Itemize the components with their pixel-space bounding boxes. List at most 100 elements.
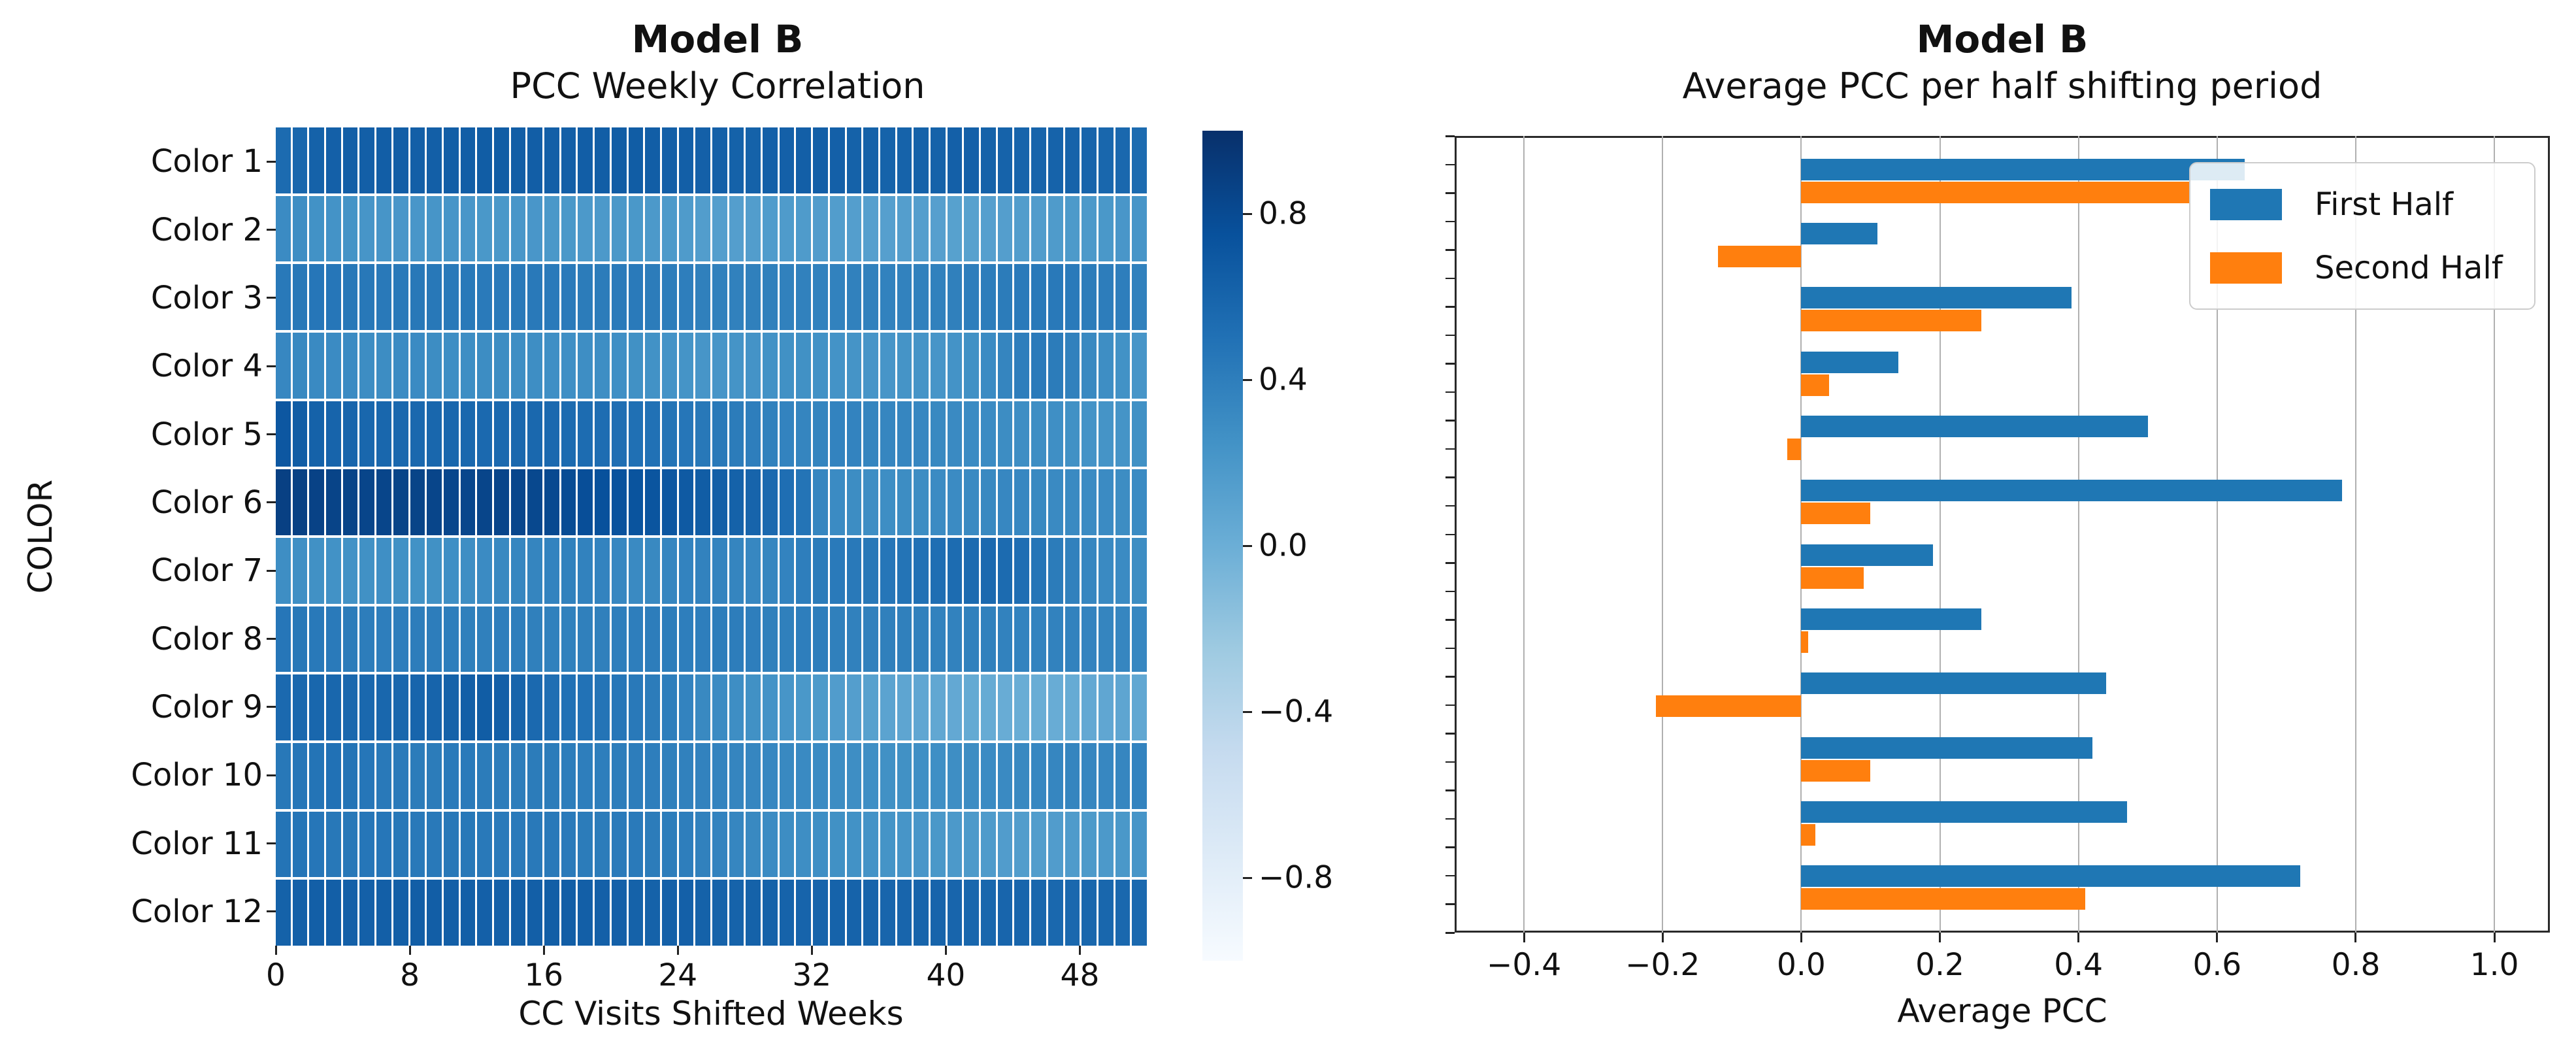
heatmap-cell-r12-w11 <box>460 880 476 946</box>
colorbar-tick-2 <box>1243 544 1252 547</box>
heatmap-cell-r4-w4 <box>342 332 358 399</box>
heatmap-cell-r4-w40 <box>947 332 963 399</box>
heatmap-cell-r1-w24 <box>678 127 694 193</box>
heatmap-cell-r2-w51 <box>1132 195 1147 262</box>
heatmap-cell-r8-w6 <box>376 606 391 672</box>
heatmap-cell-r9-w9 <box>427 674 442 740</box>
heatmap-cell-r7-w45 <box>1031 537 1046 604</box>
bar-first-half-10 <box>1801 737 2092 759</box>
heatmap-cell-r11-w28 <box>746 811 761 878</box>
heatmap-cell-r3-w4 <box>342 264 358 330</box>
heatmap-cell-r12-w24 <box>678 880 694 946</box>
heatmap-cell-r9-w12 <box>477 674 492 740</box>
heatmap-cell-r11-w12 <box>477 811 492 878</box>
heatmap-cell-r2-w28 <box>746 195 761 262</box>
heatmap-ytick-3 <box>267 297 276 299</box>
heatmap-xtick-8 <box>408 946 411 955</box>
heatmap-xtick-40 <box>944 946 947 955</box>
heatmap-cell-r1-w40 <box>947 127 963 193</box>
heatmap-cell-r11-w20 <box>611 811 627 878</box>
bar-first-half-1 <box>1801 158 2245 180</box>
heatmap-cell-r6-w31 <box>796 469 812 535</box>
heatmap-cell-r3-w24 <box>678 264 694 330</box>
heatmap-cell-r9-w41 <box>964 674 980 740</box>
heatmap-cell-r12-w8 <box>410 880 425 946</box>
heatmap-cell-r11-w51 <box>1132 811 1147 878</box>
heatmap-ytick-11 <box>267 842 276 844</box>
heatmap-cell-r10-w14 <box>510 742 526 809</box>
heatmap-cell-r3-w45 <box>1031 264 1046 330</box>
heatmap-cell-r7-w9 <box>427 537 442 604</box>
heatmap-cell-r5-w27 <box>729 401 744 467</box>
heatmap-cell-r5-w24 <box>678 401 694 467</box>
heatmap-cell-r3-w46 <box>1048 264 1063 330</box>
heatmap-cell-r8-w11 <box>460 606 476 672</box>
heatmap-cell-r2-w39 <box>931 195 946 262</box>
heatmap-cell-r7-w24 <box>678 537 694 604</box>
heatmap-cell-r8-w27 <box>729 606 744 672</box>
bar-second-half-10 <box>1801 759 1871 782</box>
heatmap-cell-r6-w8 <box>410 469 425 535</box>
heatmap-cell-r11-w31 <box>796 811 812 878</box>
heatmap-cell-r9-w46 <box>1048 674 1063 740</box>
heatmap-cell-r10-w16 <box>544 742 559 809</box>
heatmap-cell-r12-w29 <box>763 880 778 946</box>
heatmap-cell-r5-w39 <box>931 401 946 467</box>
heatmap-cell-r6-w27 <box>729 469 744 535</box>
heatmap-cell-r5-w31 <box>796 401 812 467</box>
barplot-ytick-26 <box>1445 874 1455 877</box>
heatmap-cell-r6-w7 <box>393 469 408 535</box>
heatmap-cell-r8-w46 <box>1048 606 1063 672</box>
heatmap-cell-r6-w19 <box>595 469 610 535</box>
heatmap-cell-r7-w51 <box>1132 537 1147 604</box>
heatmap-cell-r4-w21 <box>628 332 644 399</box>
heatmap-cell-r12-w34 <box>846 880 862 946</box>
heatmap-cell-r5-w6 <box>376 401 391 467</box>
heatmap-cell-r4-w1 <box>292 332 308 399</box>
heatmap-cell-r6-w24 <box>678 469 694 535</box>
heatmap-cell-r11-w29 <box>763 811 778 878</box>
heatmap-cell-r3-w43 <box>997 264 1013 330</box>
heatmap-cell-r10-w1 <box>292 742 308 809</box>
heatmap-cell-r10-w35 <box>863 742 878 809</box>
heatmap-cell-r7-w39 <box>931 537 946 604</box>
heatmap-cell-r9-w28 <box>746 674 761 740</box>
heatmap-cell-r3-w44 <box>1014 264 1030 330</box>
heatmap-cell-r9-w26 <box>712 674 727 740</box>
heatmap-cell-r1-w29 <box>763 127 778 193</box>
heatmap-cell-r12-w43 <box>997 880 1013 946</box>
heatmap-cell-r12-w45 <box>1031 880 1046 946</box>
heatmap-ytick-9 <box>267 706 276 708</box>
heatmap-cell-r5-w8 <box>410 401 425 467</box>
heatmap-cell-r10-w27 <box>729 742 744 809</box>
heatmap-cell-r9-w7 <box>393 674 408 740</box>
heatmap-cell-r10-w7 <box>393 742 408 809</box>
heatmap-cell-r3-w38 <box>914 264 929 330</box>
heatmap-cell-r2-w10 <box>443 195 459 262</box>
heatmap-cell-r1-w46 <box>1048 127 1063 193</box>
heatmap-cell-r8-w7 <box>393 606 408 672</box>
heatmap-cell-r3-w7 <box>393 264 408 330</box>
heatmap-cell-r3-w22 <box>645 264 660 330</box>
heatmap-cell-r5-w28 <box>746 401 761 467</box>
heatmap-cell-r2-w44 <box>1014 195 1030 262</box>
heatmap-cell-r2-w30 <box>779 195 795 262</box>
heatmap-cell-r3-w37 <box>897 264 912 330</box>
heatmap-cell-r12-w3 <box>326 880 341 946</box>
heatmap-cell-r9-w0 <box>276 674 291 740</box>
heatmap-cell-r6-w0 <box>276 469 291 535</box>
heatmap-cell-r10-w23 <box>661 742 677 809</box>
colorbar-tick-1 <box>1243 378 1252 381</box>
heatmap-cell-r12-w2 <box>309 880 325 946</box>
barplot-xtick-−0.4 <box>1523 933 1525 942</box>
heatmap-cell-r7-w48 <box>1082 537 1097 604</box>
heatmap-cell-r8-w35 <box>863 606 878 672</box>
heatmap-cell-r7-w49 <box>1098 537 1114 604</box>
heatmap-row-label-6: Color 6 <box>150 484 263 521</box>
heatmap-cell-r3-w11 <box>460 264 476 330</box>
heatmap-cell-r5-w5 <box>359 401 375 467</box>
heatmap-cell-r8-w39 <box>931 606 946 672</box>
heatmap-cell-r2-w4 <box>342 195 358 262</box>
heatmap-cell-r3-w40 <box>947 264 963 330</box>
